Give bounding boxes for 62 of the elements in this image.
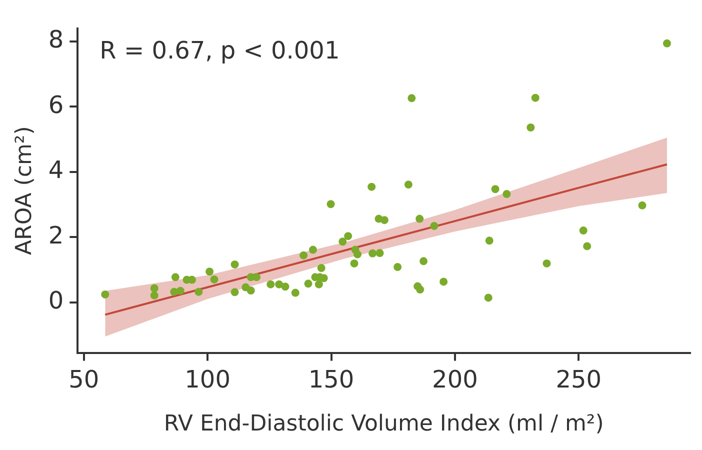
point (210, 275, 218, 284)
point (252, 273, 261, 282)
y-tick-label: 0 (48, 286, 64, 314)
y-axis-title: AROA (cm²) (12, 126, 37, 256)
point (300, 251, 308, 260)
point (230, 260, 239, 268)
point (266, 280, 275, 288)
point (542, 259, 551, 268)
point (304, 280, 312, 288)
point (416, 286, 424, 294)
point (275, 280, 284, 288)
point (485, 236, 494, 245)
point (246, 286, 255, 295)
point (380, 216, 388, 224)
point (171, 273, 180, 282)
y-tick-label: 6 (48, 90, 64, 119)
point (502, 190, 511, 198)
point (416, 214, 424, 223)
point (491, 185, 500, 194)
point (526, 124, 535, 132)
point (638, 201, 646, 210)
point (194, 288, 203, 296)
point (150, 284, 158, 292)
x-tick-label: 250 (556, 365, 602, 394)
point (317, 264, 326, 272)
point (368, 182, 376, 191)
point (206, 268, 214, 276)
point (353, 250, 362, 258)
point (579, 226, 588, 235)
point (420, 257, 428, 266)
y-tick-label: 2 (48, 221, 64, 250)
point (531, 94, 540, 102)
point (430, 222, 438, 230)
point (408, 94, 416, 102)
y-tick-label: 8 (48, 26, 64, 54)
point (308, 246, 317, 254)
x-tick-label: 50 (68, 365, 100, 394)
point (662, 39, 671, 48)
point (176, 286, 184, 295)
point (281, 282, 290, 291)
x-tick-label: 150 (308, 365, 354, 394)
point (440, 278, 448, 286)
point (484, 294, 492, 302)
point (326, 200, 335, 208)
point (376, 249, 384, 258)
point (150, 291, 158, 300)
point (583, 242, 592, 250)
point (344, 232, 352, 240)
annotation: R = 0.67, p < 0.001 (100, 36, 340, 65)
y-tick-label: 4 (48, 156, 64, 184)
point (230, 288, 239, 296)
point (338, 238, 347, 246)
point (101, 290, 110, 298)
x-tick-label: 200 (432, 365, 478, 394)
point (404, 180, 412, 189)
point (291, 288, 300, 297)
point (314, 280, 323, 288)
point (350, 259, 358, 268)
x-axis-title: RV End-Diastolic Volume Index (ml / m²) (164, 412, 604, 437)
x-tick-label: 100 (184, 365, 230, 394)
point (368, 249, 377, 258)
point (394, 263, 402, 272)
